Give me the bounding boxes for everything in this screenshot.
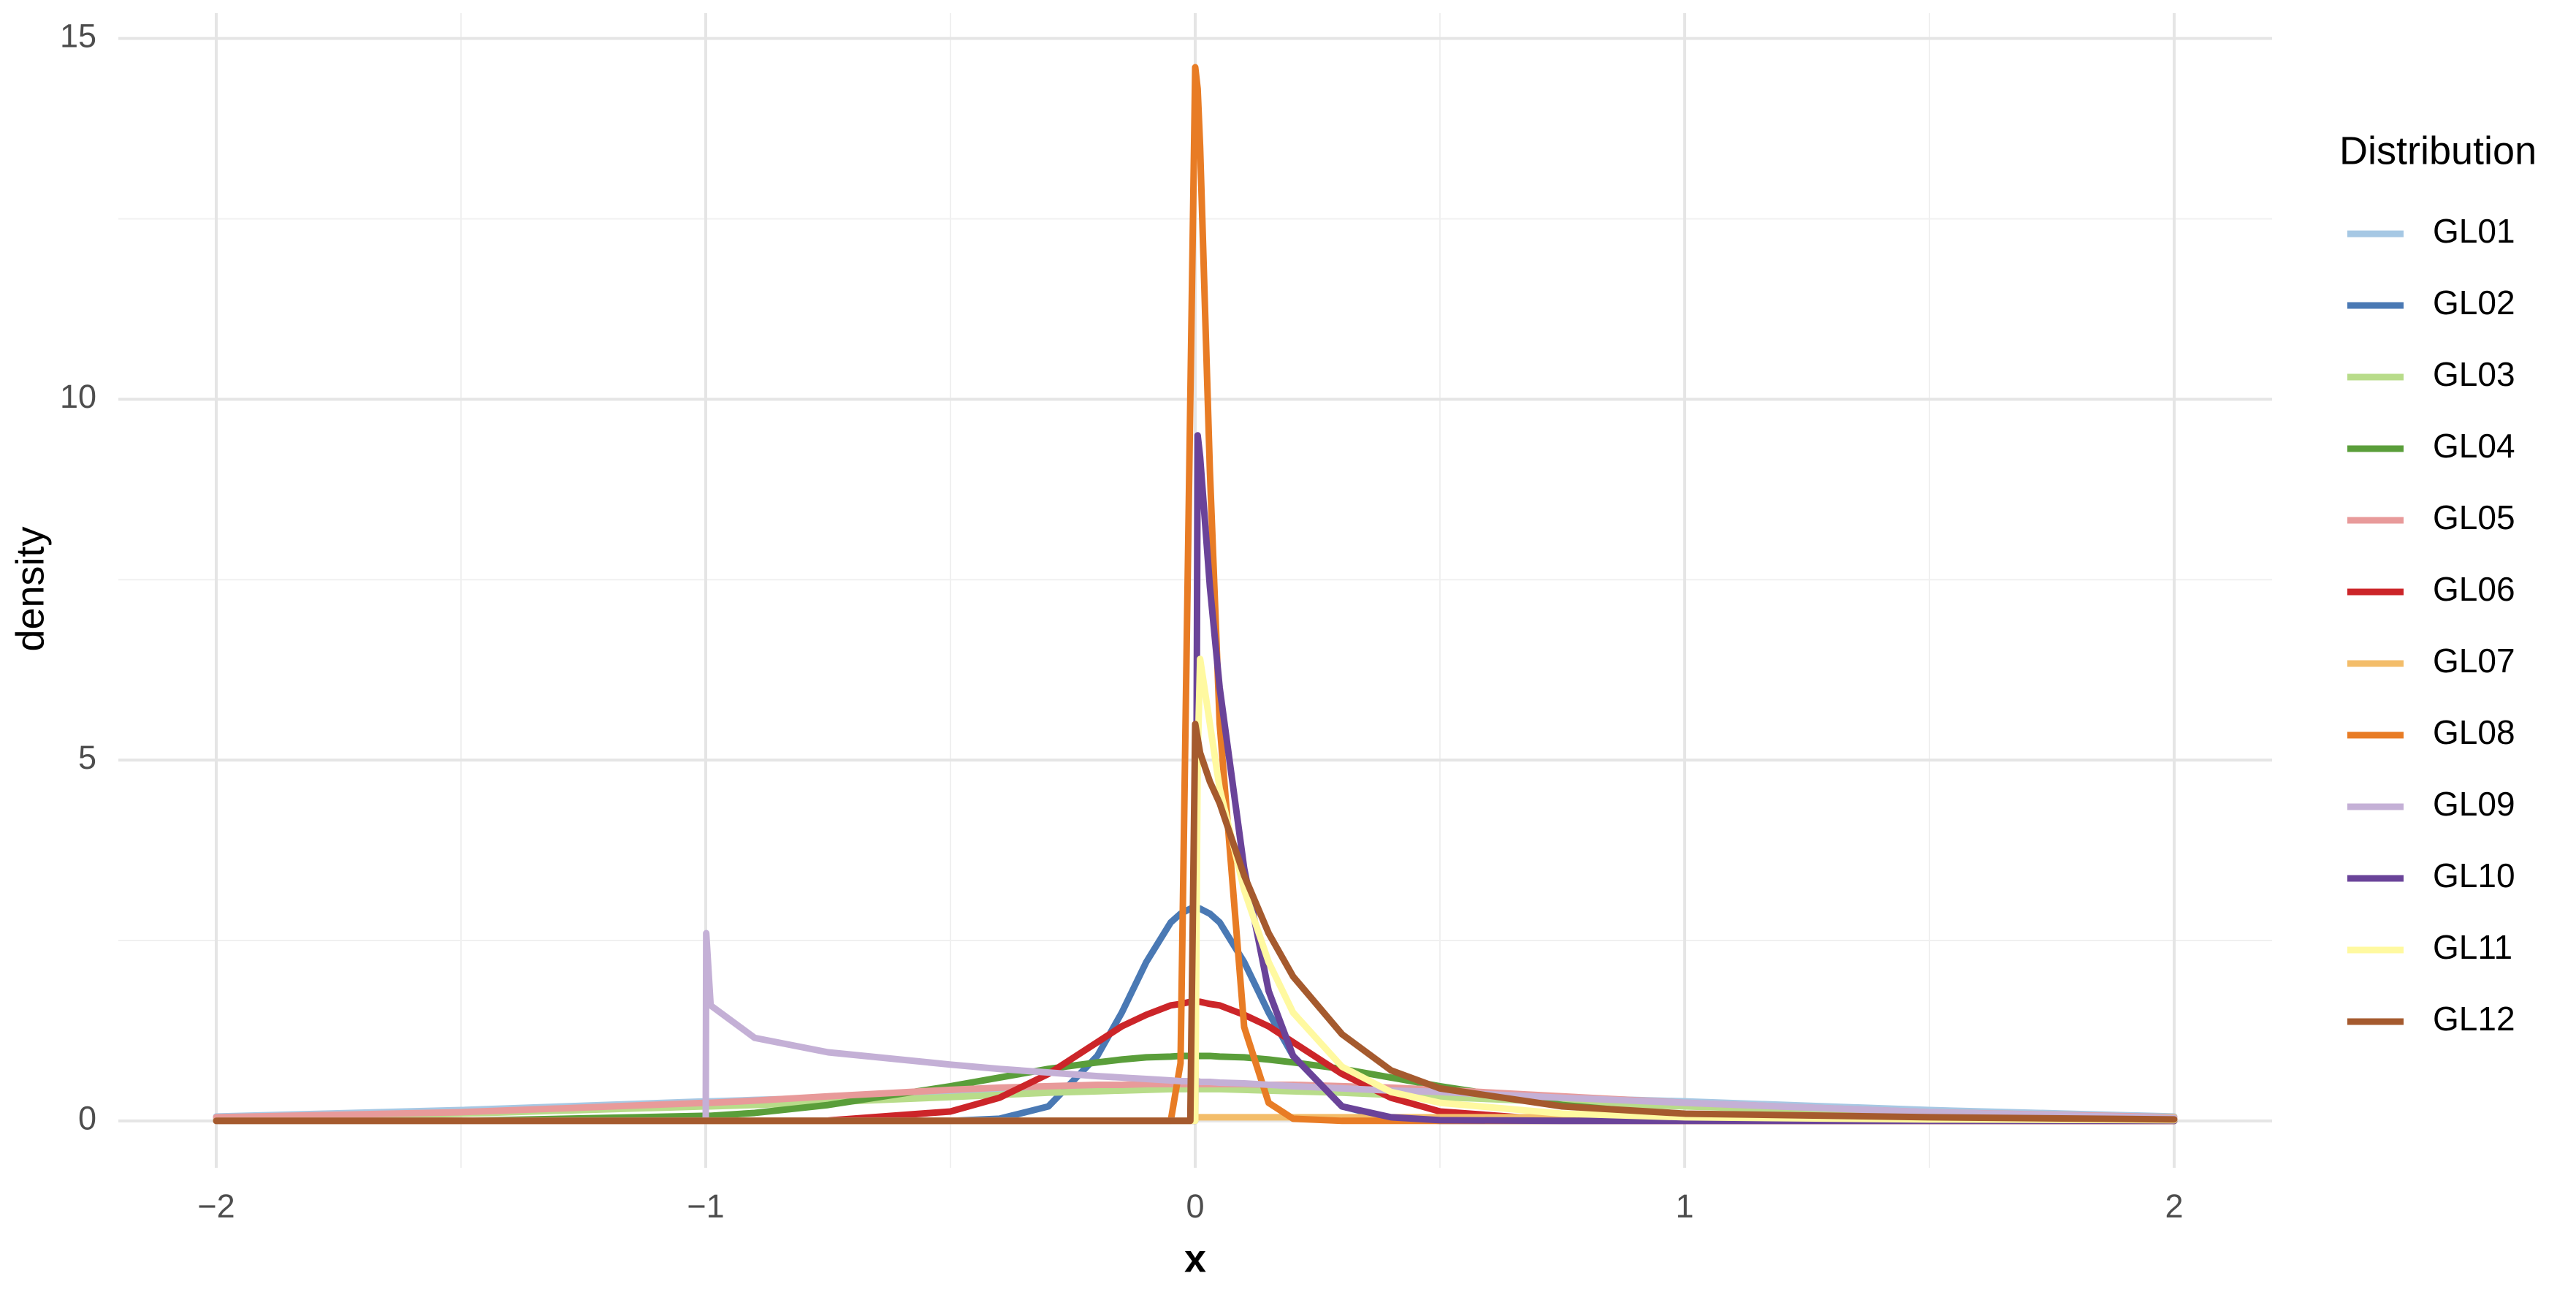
legend-text: GL12 — [2433, 1000, 2515, 1038]
legend-text: GL06 — [2433, 570, 2515, 608]
x-tick-label: −2 — [197, 1188, 235, 1225]
legend-text: GL08 — [2433, 713, 2515, 751]
legend-text: GL11 — [2433, 928, 2512, 966]
legend-text: GL10 — [2433, 856, 2515, 894]
x-tick-label: −1 — [687, 1188, 724, 1225]
legend-text: GL04 — [2433, 427, 2515, 465]
legend-text: GL03 — [2433, 355, 2515, 393]
x-axis-title: x — [1184, 1236, 1206, 1280]
line-series — [213, 721, 2178, 1125]
legend-text: GL05 — [2433, 498, 2515, 536]
x-tick-label: 2 — [2165, 1188, 2183, 1225]
y-axis-title: density — [8, 526, 52, 651]
x-tick-label: 0 — [1186, 1188, 1204, 1225]
legend-text: GL07 — [2433, 642, 2515, 680]
y-tick-label: 0 — [78, 1100, 96, 1137]
legend-text: GL01 — [2433, 212, 2515, 250]
x-tick-label: 1 — [1675, 1188, 1693, 1225]
legend-text: GL02 — [2433, 284, 2515, 322]
legend-text: GL09 — [2433, 785, 2515, 823]
y-tick-label: 10 — [60, 378, 96, 415]
y-tick-label: 5 — [78, 739, 96, 776]
legend-title: Distribution — [2339, 129, 2537, 172]
y-tick-label: 15 — [60, 17, 96, 54]
